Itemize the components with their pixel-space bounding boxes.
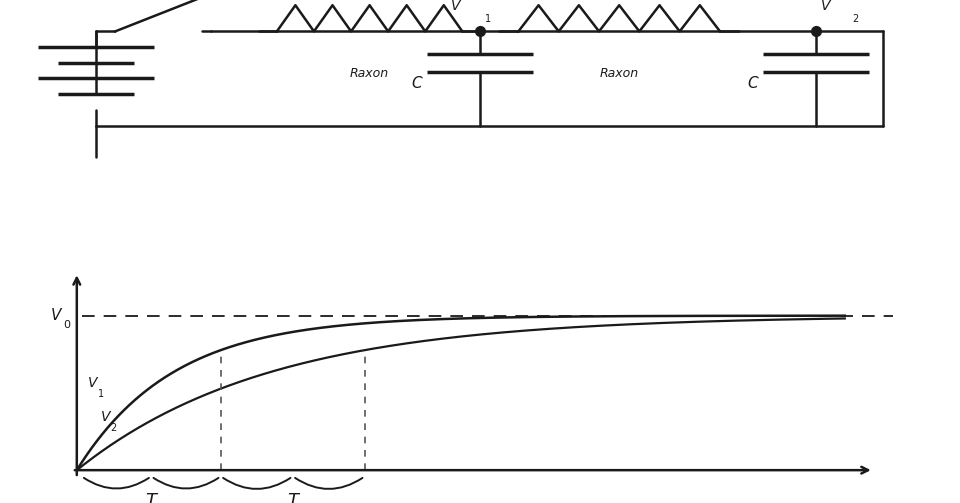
Text: V: V: [101, 410, 110, 424]
Text: V: V: [88, 376, 98, 390]
Text: 2: 2: [852, 14, 859, 24]
Text: 2: 2: [110, 423, 117, 433]
Text: 1: 1: [98, 389, 104, 399]
Text: C: C: [748, 76, 758, 91]
Text: C: C: [412, 76, 422, 91]
Text: 1: 1: [485, 14, 491, 24]
Text: T: T: [146, 492, 156, 503]
Text: V: V: [51, 308, 60, 323]
Text: 0: 0: [63, 320, 71, 330]
Text: V: V: [451, 0, 461, 13]
Text: V: V: [821, 0, 830, 13]
Text: T: T: [287, 492, 299, 503]
Text: Raxon: Raxon: [600, 67, 638, 80]
Text: Raxon: Raxon: [350, 67, 389, 80]
